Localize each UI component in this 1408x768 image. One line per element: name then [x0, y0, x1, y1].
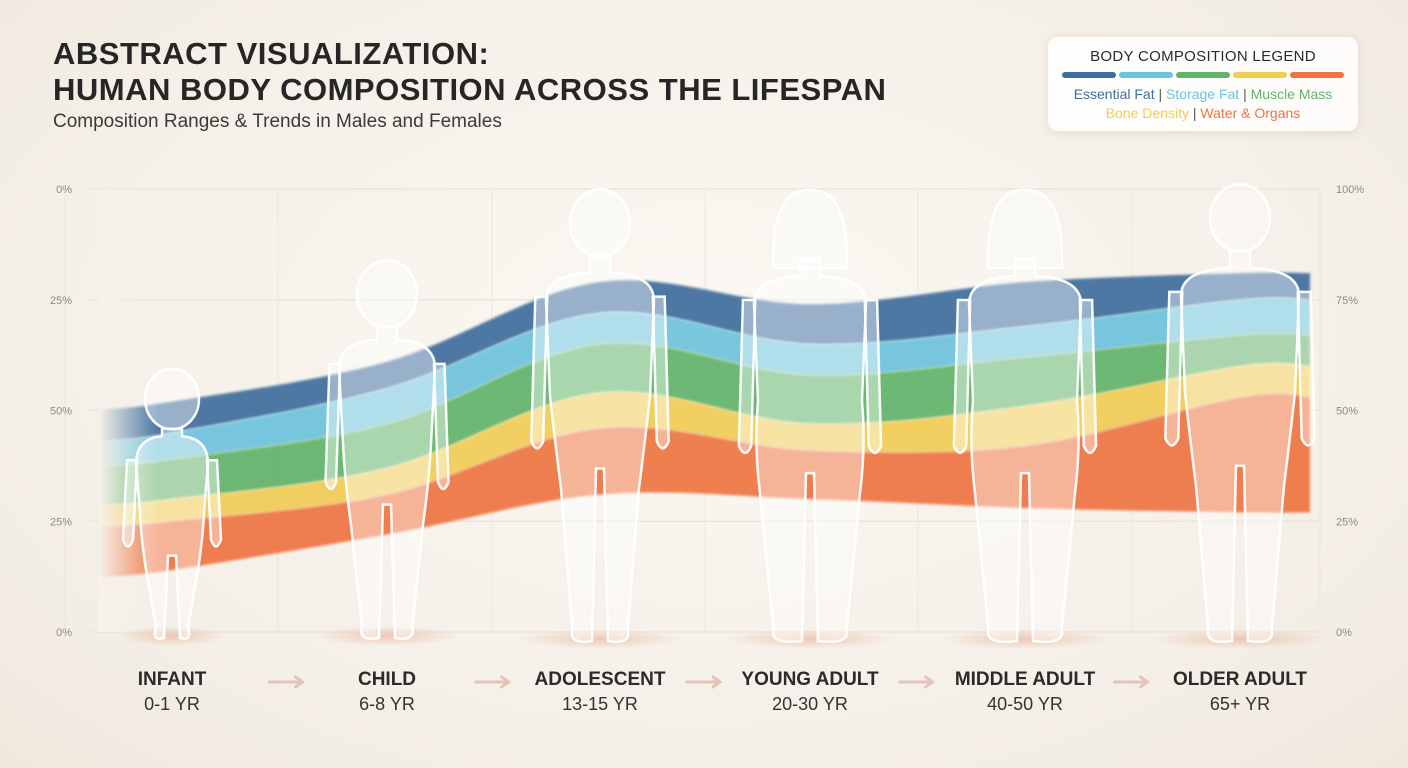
body-figure-1: [315, 259, 459, 646]
figure-head: [1208, 183, 1272, 253]
figure-head: [143, 367, 201, 431]
legend-box: BODY COMPOSITION LEGEND Essential Fat | …: [1048, 37, 1358, 131]
figure-left-arm: [530, 295, 549, 450]
legend-item-storage-fat: Storage Fat: [1166, 86, 1240, 102]
body-figure-5: [1151, 183, 1329, 649]
stage-name: OLDER ADULT: [1173, 669, 1307, 690]
figure-floor-shadow: [941, 629, 1109, 649]
legend-swatch-essential-fat: [1062, 72, 1116, 78]
legend-title: BODY COMPOSITION LEGEND: [1090, 48, 1316, 65]
stage-labels: INFANT 0-1 YR CHILD 6-8 YR ADOLESCENT 13-15 Y…: [138, 669, 1308, 714]
stage-name: YOUNG ADULT: [741, 669, 879, 690]
body-figure-2: [519, 188, 681, 649]
body-figure-3: [726, 188, 894, 649]
body-figure-4: [941, 188, 1109, 649]
body-figures: [118, 183, 1329, 649]
legend-separator: |: [1158, 86, 1163, 102]
figure-body: [337, 325, 437, 640]
axis-labels: 0% 25% 50% 25% 0% 100% 75% 50% 25% 0%: [50, 184, 1364, 639]
legend-separator: |: [1243, 86, 1247, 102]
band-storage-fat: [100, 297, 1310, 467]
stage-name: ADOLESCENT: [535, 669, 666, 690]
right-axis-tick: 100%: [1336, 184, 1364, 196]
right-axis-tick: 50%: [1336, 406, 1358, 418]
body-figure-0: [118, 367, 226, 646]
figure-floor-shadow: [726, 629, 894, 649]
figure-left-arm: [121, 458, 139, 548]
figure-left-arm: [737, 298, 757, 455]
arrow-right-icon: [685, 675, 723, 689]
right-axis-tick: 75%: [1336, 295, 1358, 307]
legend-color-bar: [1062, 72, 1344, 78]
title-line-1: ABSTRACT VISUALIZATION:: [53, 36, 490, 71]
figure-floor-shadow: [315, 626, 459, 646]
right-axis-tick: 25%: [1336, 516, 1358, 528]
figure-head: [986, 188, 1064, 270]
band-essential-fat: [100, 272, 1310, 442]
figure-left-arm: [324, 362, 342, 491]
left-axis-tick: 25%: [50, 295, 72, 307]
figure-right-arm: [432, 362, 450, 491]
figure-right-arm: [863, 298, 883, 455]
figure-right-arm: [1296, 290, 1316, 447]
legend-item-essential-fat: Essential Fat: [1073, 86, 1155, 102]
figure-right-arm: [1078, 298, 1098, 455]
right-axis-tick: 0%: [1336, 627, 1352, 639]
figure-floor-shadow: [1151, 629, 1329, 649]
figure-body: [1179, 249, 1301, 643]
legend-item-bone-density: Bone Density: [1105, 105, 1189, 121]
legend-swatch-water-organs: [1290, 72, 1344, 78]
chart-subtitle: Composition Ranges & Trends in Males and…: [53, 111, 502, 132]
title-line-2: HUMAN BODY COMPOSITION ACROSS THE LIFESP…: [53, 72, 887, 107]
legend-separator: |: [1192, 105, 1197, 121]
figure-left-arm: [1164, 290, 1184, 447]
figure-head: [771, 188, 849, 270]
figure-right-arm: [651, 295, 670, 450]
band-muscle-mass: [100, 333, 1310, 506]
arrow-right-icon: [474, 675, 512, 689]
stage-name: MIDDLE ADULT: [955, 669, 1096, 690]
legend-swatch-storage-fat: [1119, 72, 1173, 78]
stage-age: 65+ YR: [1210, 694, 1270, 714]
legend-swatch-bone-density: [1233, 72, 1287, 78]
left-axis-tick: 0%: [56, 184, 72, 196]
stage-age: 40-50 YR: [987, 694, 1063, 714]
left-axis-tick: 50%: [50, 406, 72, 418]
band-bone-density: [100, 363, 1310, 527]
stage-name: CHILD: [358, 669, 416, 690]
figure-body: [967, 258, 1083, 643]
stage-age: 13-15 YR: [562, 694, 638, 714]
left-axis-tick: 25%: [50, 516, 72, 528]
composition-bands: [98, 189, 1310, 632]
arrow-right-icon: [268, 675, 306, 689]
band-water-organs: [100, 393, 1310, 578]
arrow-right-icon: [898, 675, 936, 689]
figure-floor-shadow: [118, 626, 226, 646]
legend-text: Essential Fat | Storage Fat | Muscle Mas…: [1048, 85, 1358, 123]
chart-title: ABSTRACT VISUALIZATION: HUMAN BODY COMPO…: [53, 36, 886, 108]
left-axis-tick: 0%: [56, 627, 72, 639]
legend-item-muscle-mass: Muscle Mass: [1250, 86, 1333, 102]
legend-item-water-organs: Water & Organs: [1200, 105, 1301, 121]
figure-head: [355, 259, 419, 329]
figure-right-arm: [205, 458, 223, 548]
stage-age: 0-1 YR: [144, 694, 200, 714]
figure-floor-shadow: [519, 629, 681, 649]
stage-name: INFANT: [138, 669, 207, 690]
figure-body: [752, 258, 868, 643]
legend-swatch-muscle-mass: [1176, 72, 1230, 78]
stage-age: 6-8 YR: [359, 694, 415, 714]
figure-head: [568, 188, 632, 258]
figure-left-arm: [952, 298, 972, 455]
figure-body: [544, 254, 656, 643]
arrow-right-icon: [1113, 675, 1151, 689]
stage-age: 20-30 YR: [772, 694, 848, 714]
